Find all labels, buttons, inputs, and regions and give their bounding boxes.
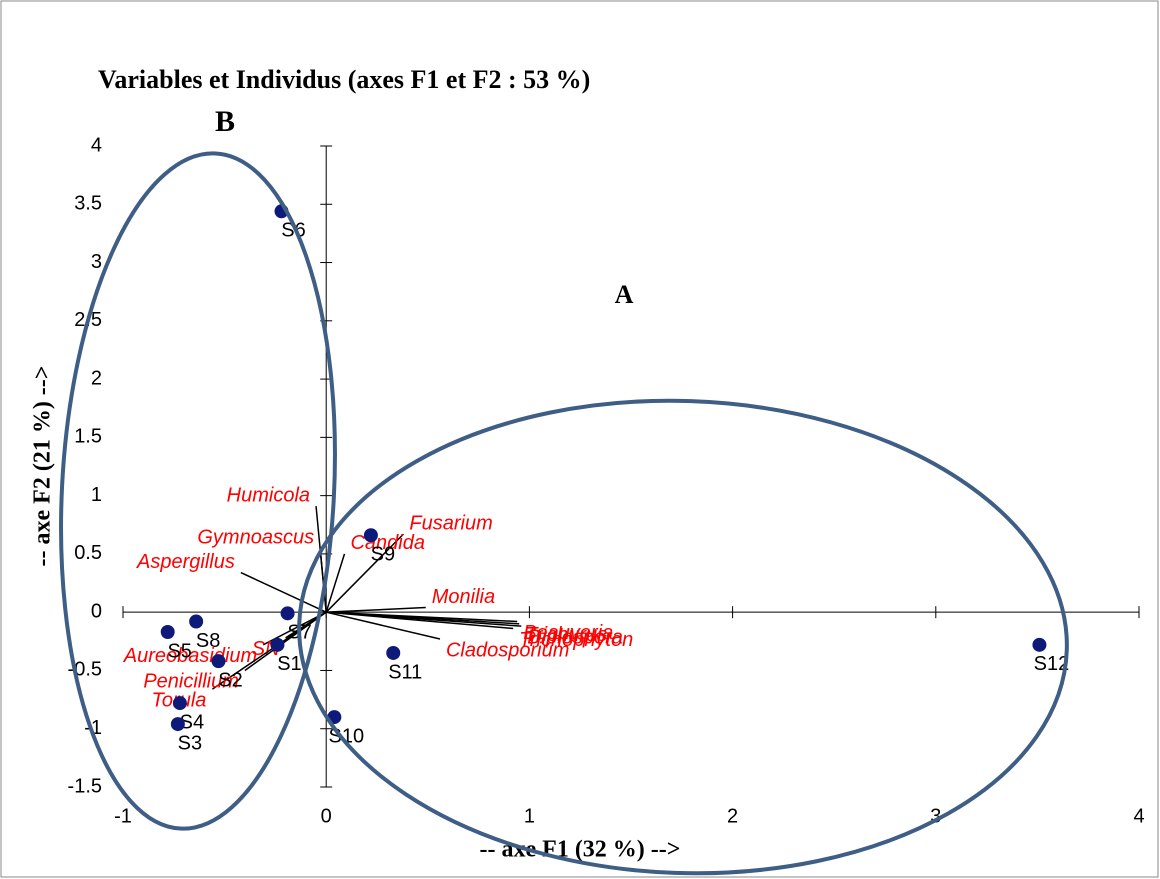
y-tick-label: 1 (91, 484, 102, 506)
x-tick-label: 1 (524, 805, 535, 827)
variable-label: Aspergillus (136, 551, 235, 573)
y-tick-label: 1.5 (74, 426, 102, 448)
group-ellipse (297, 398, 1069, 876)
point (363, 528, 378, 543)
point-label: S11 (388, 661, 422, 683)
point (1032, 637, 1047, 652)
chart-title: Variables et Individus (axes F1 et F2 : … (98, 65, 590, 94)
variable-vector (240, 571, 327, 613)
point-label: S1 (277, 653, 301, 675)
variable-label: Penicillium (143, 671, 239, 693)
point (172, 696, 187, 711)
point-label: S9 (371, 544, 395, 566)
x-tick-label: 3 (930, 805, 941, 827)
variable-label: Beauveria (523, 622, 613, 644)
point (211, 654, 226, 669)
variable-label: Gymnoascus (197, 526, 314, 548)
variable-label: Trichurus (525, 624, 607, 646)
plot-area: -1 0 1 2 3 4-1.5-1-0.500.511.522.533.54Gymnoa… (68, 134, 1145, 827)
variable-label: Cladosporium (446, 639, 569, 661)
y-tick-label: -1.5 (68, 775, 102, 797)
variable-vector (326, 611, 514, 630)
y-tick-label: 0 (91, 600, 102, 622)
point-label: S5 (167, 640, 191, 662)
y-tick-label: 3.5 (74, 193, 102, 215)
group-ellipse (59, 151, 337, 831)
x-tick-label: 2 (727, 805, 738, 827)
point (189, 614, 204, 629)
annotation: A (615, 280, 634, 309)
y-axis-label: -- axe F2 (21 %) --> (30, 366, 56, 567)
y-tick-label: 4 (91, 134, 102, 156)
variable-label: Fusarium (409, 512, 492, 534)
variable-label: Monilia (432, 586, 495, 608)
variable-vector (325, 533, 404, 613)
point-label: S3 (178, 732, 202, 754)
variable-label: Humicola (227, 484, 310, 506)
point (170, 717, 185, 732)
variable-label: Diplospora (527, 626, 623, 648)
x-tick-label: -1 (114, 805, 132, 827)
point (270, 637, 285, 652)
variable-vector (244, 611, 327, 672)
point (280, 606, 295, 621)
point-label: S12 (1034, 653, 1070, 675)
variable-label: Trichophyton (519, 629, 633, 651)
y-tick-label: 3 (91, 251, 102, 273)
x-tick-label: 0 (321, 805, 332, 827)
point-label: S2 (218, 669, 242, 691)
x-tick-label: 4 (1133, 805, 1144, 827)
point (386, 645, 401, 660)
annotation: B (215, 105, 235, 138)
y-tick-label: 0.5 (74, 542, 102, 564)
y-tick-label: 2 (91, 367, 102, 389)
variable-vector (325, 553, 346, 613)
variable-vector (326, 611, 441, 640)
point-label: S4 (180, 711, 204, 733)
point-label: S8 (196, 630, 220, 652)
point (160, 624, 175, 639)
x-axis-label: -- axe F1 (32 %) --> (480, 837, 681, 863)
variable-vector (326, 606, 426, 613)
